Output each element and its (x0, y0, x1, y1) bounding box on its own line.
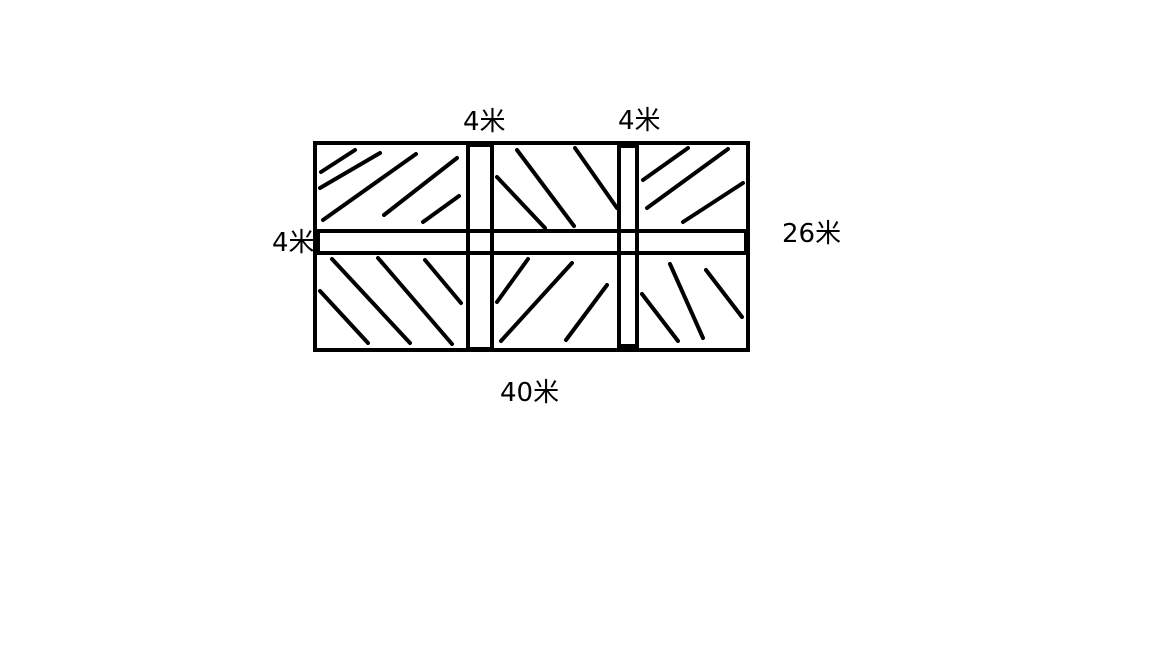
hatch-line (641, 146, 690, 182)
field-outline (313, 141, 750, 352)
hatch-line (321, 152, 418, 222)
hatch-line (681, 181, 745, 224)
hatch-line (319, 148, 357, 174)
hatch-line (515, 148, 576, 228)
hatch-line (640, 292, 680, 343)
hatch-line (382, 156, 459, 217)
hatch-line (318, 289, 370, 345)
hatch-line (668, 262, 705, 340)
hatch-line (573, 146, 619, 210)
road-2-width-label: 4米 (618, 106, 661, 136)
hatch-line (495, 175, 547, 230)
horizontal-road (316, 229, 748, 255)
hatch-line (704, 268, 744, 319)
hatch-line (499, 261, 574, 343)
hatching (318, 146, 745, 346)
hatch-line (423, 258, 463, 305)
hatch-line (645, 147, 730, 210)
vertical-road-1 (466, 143, 494, 351)
hatch-line (330, 257, 412, 345)
hatch-line (421, 194, 461, 224)
vertical-road-2 (617, 144, 639, 348)
hatch-line (318, 151, 382, 190)
horizontal-road-width-label: 4米 (272, 228, 315, 258)
field-length-label: 40米 (500, 378, 560, 408)
road-1-width-label: 4米 (463, 107, 506, 137)
hatch-line (376, 256, 454, 346)
hatch-line (564, 283, 609, 342)
hatch-line (495, 257, 530, 304)
field-width-label: 26米 (782, 219, 842, 249)
